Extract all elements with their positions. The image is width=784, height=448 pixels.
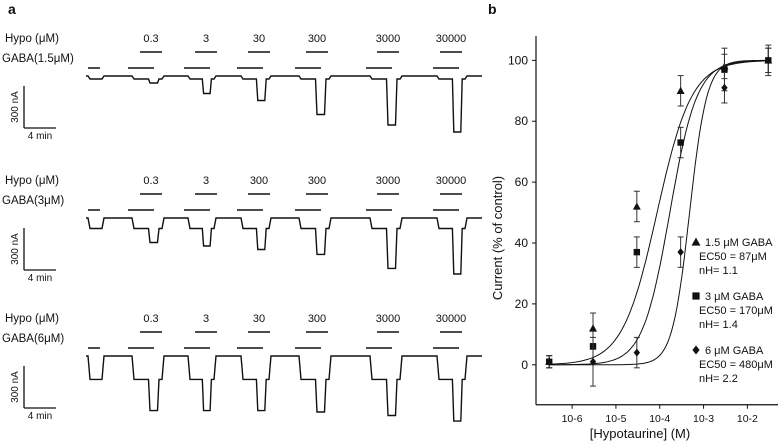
concentration-label: 3000 xyxy=(376,175,400,187)
y-tick-label: 20 xyxy=(515,297,529,311)
y-tick-label: 40 xyxy=(515,236,529,250)
data-point-diamond xyxy=(765,56,772,65)
hypo-label: Hypo (μM) xyxy=(5,313,59,325)
fit-curve-triangle xyxy=(549,60,769,365)
concentration-label: 300 xyxy=(308,313,326,325)
scale-time-label: 4 min xyxy=(28,411,52,422)
concentration-label: 3000 xyxy=(376,33,400,45)
concentration-label: 30000 xyxy=(436,33,467,45)
scale-current-label: 300 nA xyxy=(10,371,21,403)
x-tick-label: 10-5 xyxy=(605,413,626,425)
data-point-square xyxy=(721,66,728,73)
concentration-label: 30 xyxy=(253,33,265,45)
y-tick-label: 0 xyxy=(521,358,528,372)
legend-marker-square xyxy=(692,292,700,300)
scale-time-label: 4 min xyxy=(28,273,52,284)
legend-text: EC50 = 480μM xyxy=(699,359,773,371)
scale-current-label: 300 nA xyxy=(10,233,21,265)
data-point-diamond xyxy=(545,357,553,366)
data-point-diamond xyxy=(633,348,641,357)
concentration-label: 3 xyxy=(203,33,209,45)
dose-response-chart: 0 20 40 60 80 100 10-6 10-5 10-4 10-3 10-2 1.5 μM … xyxy=(490,36,778,441)
concentration-label: 300 xyxy=(250,175,268,187)
concentration-label: 0.3 xyxy=(143,175,158,187)
legend-text: nH= 2.2 xyxy=(699,373,738,385)
concentration-label: 0.3 xyxy=(143,313,158,325)
legend-text: 6 μM GABA xyxy=(705,345,764,357)
gaba-label: GABA(1.5μM) xyxy=(2,53,74,65)
y-tick-label: 60 xyxy=(515,175,529,189)
legend-marker-triangle xyxy=(691,237,701,246)
concentration-label: 30000 xyxy=(436,175,467,187)
fit-curve-diamond xyxy=(549,59,769,366)
data-point-triangle xyxy=(632,202,641,210)
data-point-triangle xyxy=(676,86,685,94)
concentration-label: 3000 xyxy=(376,313,400,325)
panel-b-label: b xyxy=(488,1,497,17)
data-point-diamond xyxy=(677,248,684,257)
y-tick-label: 100 xyxy=(508,53,528,67)
legend-text: nH= 1.4 xyxy=(699,319,738,331)
scale-current-label: 300 nA xyxy=(10,91,21,123)
data-point-diamond xyxy=(589,357,597,366)
x-tick-label: 10-6 xyxy=(562,413,583,425)
concentration-label: 3 xyxy=(203,313,209,325)
data-point-square xyxy=(677,139,684,146)
legend-marker-diamond xyxy=(692,345,700,355)
concentration-label: 300 xyxy=(308,175,326,187)
legend-text: 1.5 μM GABA xyxy=(705,237,773,249)
concentration-label: 30 xyxy=(253,313,265,325)
data-point-diamond xyxy=(721,83,728,92)
gaba-label: GABA(3μM) xyxy=(2,195,64,207)
legend-text: 3 μM GABA xyxy=(705,291,764,303)
y-axis-label: Current (% of control) xyxy=(490,176,505,300)
legend-text: EC50 = 87μM xyxy=(699,251,767,263)
fit-curve-square xyxy=(549,60,769,366)
current-trace xyxy=(86,75,482,133)
x-tick-label: 10-3 xyxy=(693,413,714,425)
scale-time-label: 4 min xyxy=(28,131,52,142)
concentration-label: 0.3 xyxy=(143,33,158,45)
x-axis-label: [Hypotaurine] (M) xyxy=(590,426,690,441)
current-trace xyxy=(86,217,482,275)
current-trace xyxy=(86,355,482,422)
concentration-label: 30000 xyxy=(436,313,467,325)
panel-a-traces: Hypo (μM)GABA(1.5μM)0.3 3 30 300 3000 3000030… xyxy=(2,33,482,422)
concentration-label: 300 xyxy=(308,33,326,45)
data-point-square xyxy=(633,248,641,256)
gaba-label: GABA(6μM) xyxy=(2,333,64,345)
hypo-label: Hypo (μM) xyxy=(5,33,59,45)
legend-text: EC50 = 170μM xyxy=(699,305,773,317)
x-tick-label: 10-2 xyxy=(737,413,758,425)
panel-a-label: a xyxy=(8,1,16,17)
concentration-label: 3 xyxy=(203,175,209,187)
legend-text: nH= 1.1 xyxy=(699,265,738,277)
y-tick-label: 80 xyxy=(515,114,529,128)
x-tick-label: 10-4 xyxy=(649,413,670,425)
hypo-label: Hypo (μM) xyxy=(5,175,59,187)
data-point-triangle xyxy=(589,324,598,332)
